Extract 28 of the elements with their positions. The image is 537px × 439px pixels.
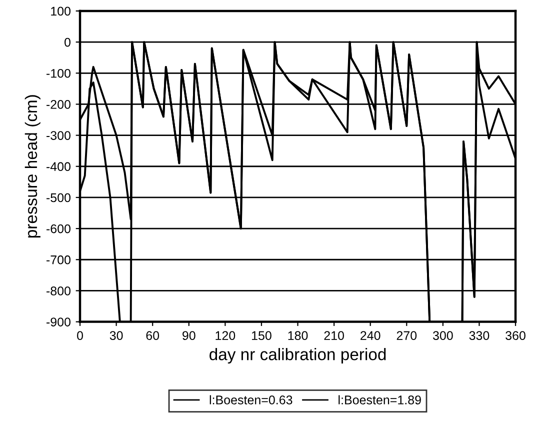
x-tick-label: 0 [77, 331, 83, 340]
legend-label: l:Boesten=0.63 [210, 395, 292, 404]
x-tick-label: 120 [216, 331, 236, 340]
y-tick-label: -400 [46, 162, 70, 172]
x-tick-label: 60 [146, 331, 160, 340]
y-tick-label: -600 [46, 224, 70, 234]
y-tick-label: -700 [46, 255, 70, 264]
y-tick-label: -300 [46, 131, 70, 140]
x-tick-label: 30 [110, 331, 123, 340]
legend-label: l:Boesten=1.89 [338, 395, 421, 404]
x-tick-label: 360 [506, 331, 526, 340]
y-tick-label: -800 [46, 286, 70, 296]
x-axis-title: day nr calibration period [210, 348, 386, 364]
y-tick-label: -500 [46, 193, 70, 202]
y-tick-label: 0 [64, 38, 70, 47]
y-tick-label: 100 [51, 6, 70, 16]
y-tick-label: -900 [46, 318, 70, 326]
x-tick-label: 270 [396, 331, 417, 340]
x-tick-label: 300 [432, 331, 453, 340]
y-tick-label: -200 [46, 100, 70, 109]
x-tick-label: 240 [360, 331, 380, 340]
x-tick-label: 90 [182, 331, 196, 340]
y-tick-label: -100 [46, 68, 70, 78]
x-tick-label: 210 [324, 331, 344, 340]
y-axis-title: pressure head (cm) [24, 95, 40, 238]
x-tick-label: 150 [252, 331, 272, 340]
x-tick-label: 180 [288, 331, 308, 340]
x-tick-label: 330 [469, 331, 490, 340]
